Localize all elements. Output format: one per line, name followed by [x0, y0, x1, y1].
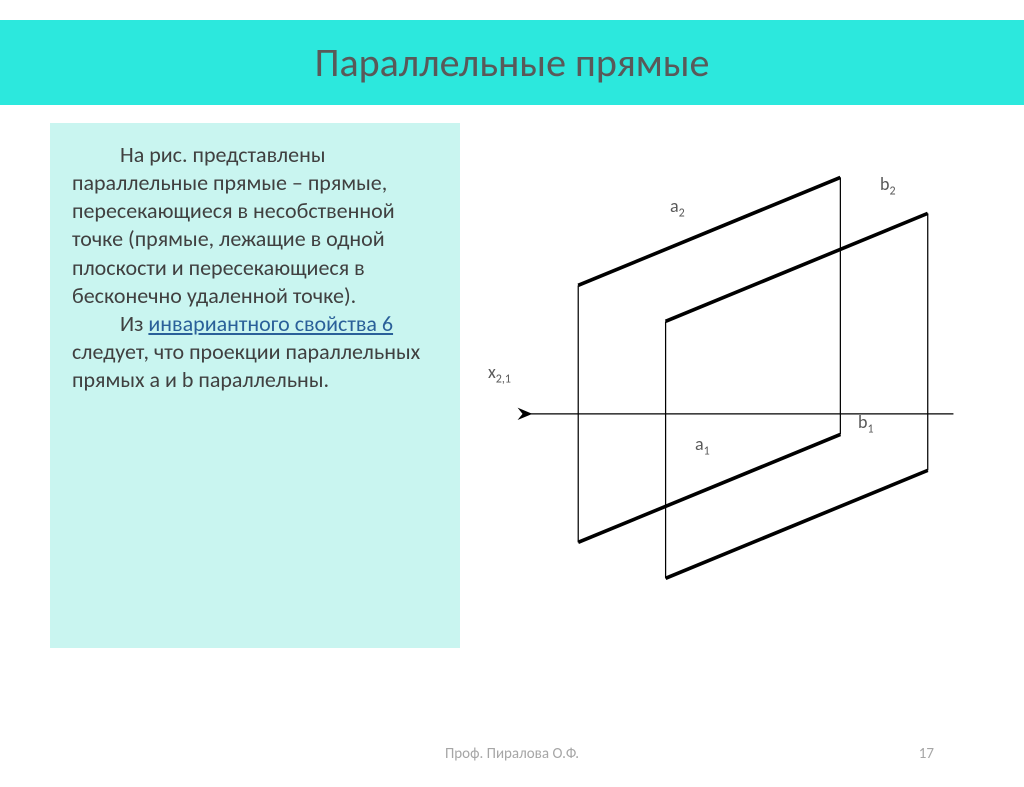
p2-post: следует, что проекции параллельных прямы… [72, 338, 420, 393]
slide-title: Параллельные прямые [0, 38, 1024, 87]
footer-page: 17 [919, 745, 934, 763]
footer: Проф. Пиралова О.Ф. 17 [0, 745, 1024, 763]
label-b1: b1 [858, 411, 874, 437]
label-b2: b2 [880, 173, 896, 199]
description-box: На рис. представлены параллельные прямые… [50, 123, 460, 648]
label-a2: a2 [670, 195, 685, 221]
content-area: На рис. представлены параллельные прямые… [0, 123, 1024, 648]
footer-author: Проф. Пиралова О.Ф. [445, 745, 579, 763]
projection-svg [460, 123, 974, 643]
line-a2 [578, 177, 840, 285]
p2-pre: Из [120, 310, 148, 337]
label-x: x2,1 [488, 361, 511, 387]
line-b1 [666, 470, 928, 578]
invariant-link[interactable]: инвариантного свойства 6 [148, 310, 393, 337]
paragraph-1: На рис. представлены параллельные прямые… [72, 141, 438, 310]
label-a1: a1 [695, 433, 710, 459]
paragraph-2: Из инвариантного свойства 6 следует, что… [72, 310, 438, 394]
title-bar: Параллельные прямые [0, 20, 1024, 105]
line-b2 [666, 213, 928, 321]
diagram-area: a2 b2 a1 b1 x2,1 [460, 123, 974, 648]
